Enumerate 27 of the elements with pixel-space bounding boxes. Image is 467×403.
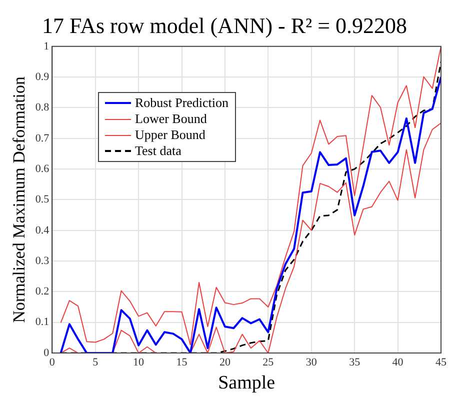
y-tick-label: 1 [44,40,50,52]
x-tick-label: 10 [133,356,145,368]
x-tick-label: 30 [306,356,318,368]
x-axis-title: Sample [218,372,276,394]
x-tick-label: 40 [392,356,404,368]
x-tick-label: 25 [262,356,274,368]
legend-label: Test data [135,143,182,159]
y-tick-label: 0.7 [35,132,50,144]
y-tick-label: 0.2 [35,286,50,298]
y-axis-title: Normalized Maximum Deformation [10,76,29,323]
x-tick-label: 20 [219,356,231,368]
legend-label: Lower Bound [135,111,207,127]
y-tick-label: 0 [44,346,50,359]
legend-label: Robust Prediction [135,95,229,111]
x-tick-label: 15 [176,356,188,368]
x-tick-label: 5 [92,356,99,368]
legend-label: Upper Bound [135,127,206,143]
y-tick-label: 0.5 [35,194,50,206]
x-tick-label: 35 [349,356,361,368]
y-tick-label: 0.1 [35,316,50,328]
y-tick-label: 0.8 [35,102,50,114]
y-tick-label: 0.6 [35,162,50,175]
x-tick-label: 45 [436,356,447,368]
y-tick-label: 0.3 [35,254,50,267]
y-tick-label: 0.4 [35,224,50,236]
chart-title: 17 FAs row model (ANN) - R² = 0.92208 [42,12,408,38]
y-tick-label: 0.9 [35,70,50,83]
